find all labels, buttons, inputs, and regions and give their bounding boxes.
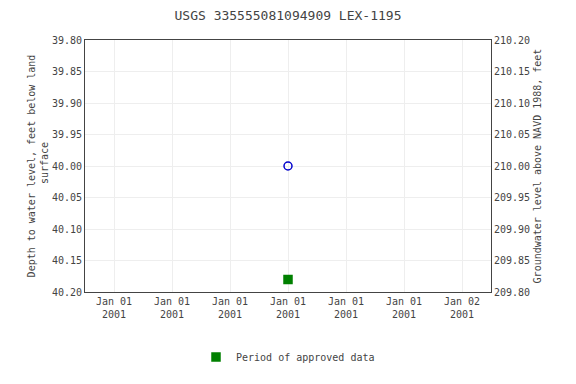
svg-text:USGS 335555081094909 LEX-1195: USGS 335555081094909 LEX-1195 xyxy=(175,8,402,23)
svg-text:39.80: 39.80 xyxy=(52,35,82,46)
svg-text:Jan 012001: Jan 012001 xyxy=(328,296,364,320)
svg-text:209.95: 209.95 xyxy=(494,192,530,203)
svg-text:Groundwater level above NAVD 1: Groundwater level above NAVD 1988, feet xyxy=(532,49,543,284)
svg-text:Jan 012001: Jan 012001 xyxy=(96,296,132,320)
svg-text:40.20: 40.20 xyxy=(52,287,82,298)
svg-text:210.05: 210.05 xyxy=(494,129,530,140)
svg-text:Jan 012001: Jan 012001 xyxy=(270,296,306,320)
svg-text:40.15: 40.15 xyxy=(52,255,82,266)
svg-text:209.80: 209.80 xyxy=(494,287,530,298)
svg-text:39.85: 39.85 xyxy=(52,66,82,77)
svg-text:Depth to water level, feet bel: Depth to water level, feet below land su… xyxy=(26,55,50,278)
svg-text:Jan 012001: Jan 012001 xyxy=(386,296,422,320)
svg-text:Period of approved data: Period of approved data xyxy=(236,352,374,363)
svg-text:209.85: 209.85 xyxy=(494,255,530,266)
svg-text:210.00: 210.00 xyxy=(494,161,530,172)
svg-text:Jan 012001: Jan 012001 xyxy=(212,296,248,320)
svg-text:40.10: 40.10 xyxy=(52,224,82,235)
svg-text:40.05: 40.05 xyxy=(52,192,82,203)
svg-text:210.15: 210.15 xyxy=(494,66,530,77)
svg-text:39.95: 39.95 xyxy=(52,129,82,140)
svg-text:209.90: 209.90 xyxy=(494,224,530,235)
svg-text:Jan 012001: Jan 012001 xyxy=(154,296,190,320)
svg-text:Jan 022001: Jan 022001 xyxy=(444,296,480,320)
svg-text:210.20: 210.20 xyxy=(494,35,530,46)
svg-text:210.10: 210.10 xyxy=(494,98,530,109)
svg-text:40.00: 40.00 xyxy=(52,161,82,172)
svg-text:39.90: 39.90 xyxy=(52,98,82,109)
